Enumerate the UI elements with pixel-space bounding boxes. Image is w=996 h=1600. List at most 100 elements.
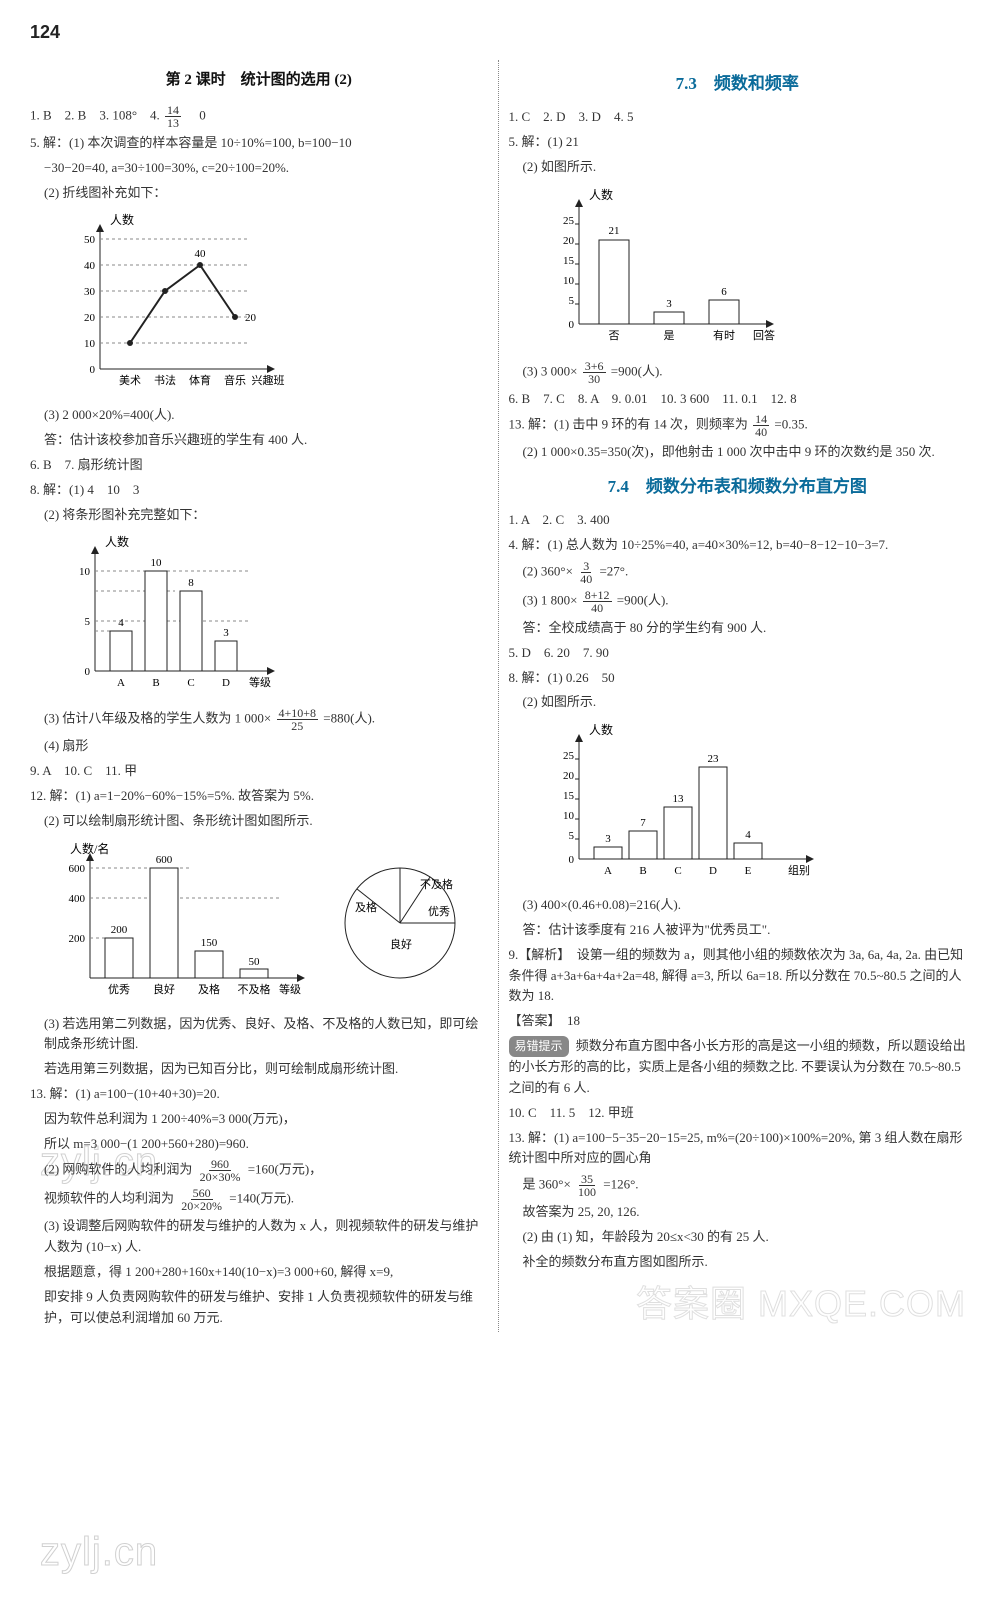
- svg-text:不及格: 不及格: [238, 982, 271, 996]
- ans74: 1. A 2. C 3. 400: [509, 510, 967, 531]
- svg-text:10: 10: [151, 557, 163, 569]
- svg-text:D: D: [222, 677, 230, 689]
- svg-text:15: 15: [563, 255, 575, 267]
- q13b: 因为软件总利润为 1 200÷40%=3 000(万元)，: [30, 1109, 488, 1130]
- r-q9a: 9.【解析】 设第一组的频数为 a，则其他小组的频数依次为 3a, 6a, 4a…: [509, 945, 967, 1007]
- svg-text:10: 10: [563, 810, 575, 822]
- bar-chart-yesno: 人数 0 510152025 2136 否是有时 回答: [529, 184, 789, 354]
- svg-text:A: A: [604, 865, 612, 877]
- svg-text:兴趣班: 兴趣班: [252, 373, 285, 387]
- svg-text:回答: 回答: [753, 328, 775, 342]
- svg-text:良好: 良好: [153, 982, 175, 996]
- combo-chart: 人数/名 200400600 20060015050 优秀良好及格不及格: [50, 838, 490, 1008]
- r-q8b: (2) 如图所示.: [509, 692, 967, 713]
- q5-line1: 5. 解：(1) 本次调查的样本容量是 10÷10%=100, b=100−10: [30, 133, 488, 154]
- svg-text:C: C: [187, 677, 194, 689]
- q5e: 答：估计该校参加音乐兴趣班的学生有 400 人.: [30, 430, 488, 451]
- svg-text:20: 20: [84, 312, 96, 324]
- bar-chart-grades: 人数 0510 41083 ABCD: [50, 531, 290, 701]
- svg-text:B: B: [152, 677, 159, 689]
- watermark-2: zylj.cn: [40, 1520, 158, 1584]
- q12c: (3) 若选用第二列数据，因为优秀、良好、及格、不及格的人数已知，即可绘制成条形…: [30, 1014, 488, 1056]
- svg-text:5: 5: [85, 616, 91, 628]
- svg-text:7: 7: [640, 817, 646, 829]
- svg-text:人数: 人数: [589, 722, 613, 737]
- left-column: 第 2 课时 统计图的选用 (2) 1. B 2. B 3. 108° 4. 1…: [30, 60, 488, 1332]
- svg-text:3: 3: [666, 298, 672, 310]
- q13a: 13. 解：(1) a=100−(10+40+30)=20.: [30, 1084, 488, 1105]
- line-chart: 人数 0 10 20 30 40 50: [50, 209, 290, 399]
- svg-text:3: 3: [605, 833, 611, 845]
- svg-text:40: 40: [195, 248, 207, 260]
- svg-text:组别: 组别: [788, 863, 810, 877]
- svg-text:人数: 人数: [110, 212, 134, 227]
- svg-text:600: 600: [69, 863, 86, 875]
- svg-text:200: 200: [69, 933, 86, 945]
- r-q9b: 【答案】 18: [509, 1011, 967, 1032]
- svg-text:人数: 人数: [105, 534, 129, 549]
- q12a: 12. 解：(1) a=1−20%−60%−15%=5%. 故答案为 5%.: [30, 786, 488, 807]
- page-number: 124: [30, 18, 60, 47]
- q12b: (2) 可以绘制扇形统计图、条形统计图如图所示.: [30, 811, 488, 832]
- svg-text:书法: 书法: [154, 373, 176, 387]
- tip-text: 频数分布直方图中各小长方形的高是这一小组的频数，所以题设给出的小长方形的高的比，…: [509, 1038, 966, 1095]
- tip-badge: 易错提示: [509, 1036, 569, 1057]
- svg-text:20: 20: [563, 770, 575, 782]
- svg-text:150: 150: [201, 937, 218, 949]
- svg-text:8: 8: [188, 577, 194, 589]
- svg-text:200: 200: [111, 924, 128, 936]
- svg-text:是: 是: [663, 329, 674, 342]
- svg-text:0: 0: [568, 319, 574, 331]
- section-title-left: 第 2 课时 统计图的选用 (2): [30, 68, 488, 92]
- svg-text:20: 20: [245, 312, 257, 324]
- svg-text:否: 否: [608, 330, 619, 342]
- r-q13b: (2) 1 000×0.35=350(次)，即他射击 1 000 次中击中 9 …: [509, 442, 967, 463]
- r-q13-74c: 故答案为 25, 20, 126.: [509, 1202, 967, 1223]
- svg-text:等级: 等级: [249, 675, 271, 689]
- r-q13-74a: 13. 解：(1) a=100−5−35−20−15=25, m%=(20÷10…: [509, 1128, 967, 1170]
- section-title-74: 7.4 频数分布表和频数分布直方图: [509, 473, 967, 500]
- svg-text:4: 4: [745, 829, 751, 841]
- svg-text:A: A: [117, 677, 125, 689]
- svg-text:C: C: [674, 865, 681, 877]
- svg-text:美术: 美术: [119, 374, 141, 387]
- answers-line-1: 1. B 2. B 3. 108° 4. 1413 0: [30, 104, 488, 129]
- r-q13a: 13. 解：(1) 击中 9 环的有 14 次，则频率为 1440 =0.35.: [509, 413, 967, 438]
- svg-text:30: 30: [84, 286, 96, 298]
- r-q4a: 4. 解：(1) 总人数为 10÷25%=40, a=40×30%=12, b=…: [509, 535, 967, 556]
- svg-text:25: 25: [563, 750, 575, 762]
- svg-text:5: 5: [568, 295, 574, 307]
- ans74b: 5. D 6. 20 7. 90: [509, 643, 967, 664]
- svg-text:0: 0: [568, 854, 574, 866]
- r-q5a: 5. 解：(1) 21: [509, 132, 967, 153]
- svg-text:4: 4: [118, 617, 124, 629]
- q8b: (2) 将条形图补充完整如下：: [30, 505, 488, 526]
- r-q4c: (3) 1 800× 8+1240 =900(人).: [509, 589, 967, 614]
- section-title-73: 7.3 频数和频率: [509, 70, 967, 97]
- answers-line-3: 9. A 10. C 11. 甲: [30, 761, 488, 782]
- q13g: 根据题意，得 1 200+280+160x+140(10−x)=3 000+60…: [30, 1262, 488, 1283]
- q13e: 视频软件的人均利润为 56020×20% =140(万元).: [30, 1187, 488, 1212]
- svg-text:10: 10: [79, 566, 91, 578]
- ans73b: 6. B 7. C 8. A 9. 0.01 10. 3 600 11. 0.1…: [509, 389, 967, 410]
- r-q8d: 答：估计该季度有 216 人被评为"优秀员工".: [509, 920, 967, 941]
- svg-text:600: 600: [156, 854, 173, 866]
- q8c: (3) 估计八年级及格的学生人数为 1 000× 4+10+825 =880(人…: [30, 707, 488, 732]
- q13d: (2) 网购软件的人均利润为 96020×30% =160(万元)，: [30, 1158, 488, 1183]
- q13c: 所以 m=3 000−(1 200+560+280)=960.: [30, 1134, 488, 1155]
- svg-text:40: 40: [84, 260, 96, 272]
- right-column: 7.3 频数和频率 1. C 2. D 3. D 4. 5 5. 解：(1) 2…: [509, 60, 967, 1332]
- r-q5b: (2) 如图所示.: [509, 157, 967, 178]
- q8d: (4) 扇形: [30, 736, 488, 757]
- svg-text:50: 50: [84, 234, 96, 246]
- svg-text:优秀: 优秀: [428, 905, 450, 918]
- q13f: (3) 设调整后网购软件的研发与维护的人数为 x 人，则视频软件的研发与维护人数…: [30, 1216, 488, 1258]
- svg-text:0: 0: [90, 364, 96, 376]
- svg-text:有时: 有时: [713, 328, 735, 342]
- svg-text:D: D: [709, 865, 717, 877]
- q8a: 8. 解：(1) 4 10 3: [30, 480, 488, 501]
- svg-text:23: 23: [707, 753, 719, 765]
- r-q13-74e: 补全的频数分布直方图如图所示.: [509, 1252, 967, 1273]
- r-q5c: (3) 3 000× 3+630 =900(人).: [509, 360, 967, 385]
- r-q4b: (2) 360°× 340 =27°.: [509, 560, 967, 585]
